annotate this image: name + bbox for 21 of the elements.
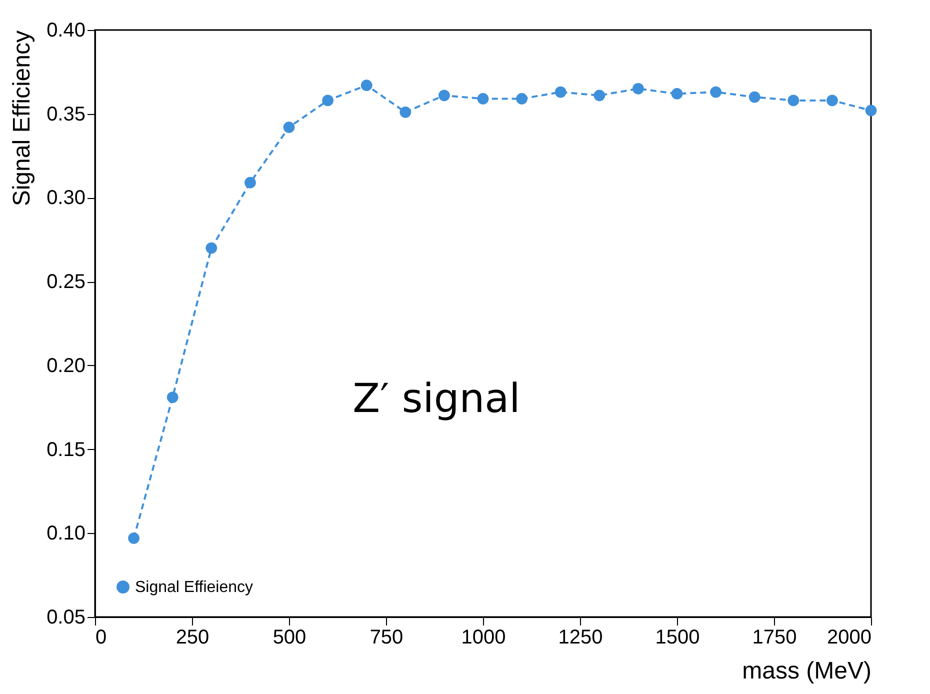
legend-label: Signal Effieiency bbox=[135, 579, 253, 596]
y-tick-label: 0.25 bbox=[46, 271, 86, 294]
x-tick-label: 500 bbox=[272, 626, 306, 648]
y-tick-label: 0.35 bbox=[46, 103, 86, 126]
y-tick-label: 0.10 bbox=[46, 522, 86, 545]
x-tick-label: 1250 bbox=[558, 626, 603, 648]
x-tick-label: 250 bbox=[176, 626, 210, 648]
y-tick-label: 0.30 bbox=[46, 187, 86, 210]
y-axis-title: Signal Efficiency bbox=[8, 30, 36, 206]
x-tick-label: 0 bbox=[96, 626, 107, 648]
x-tick-label: 750 bbox=[370, 626, 404, 648]
y-tick-label: 0.15 bbox=[46, 438, 86, 461]
x-tick-label: 2000 bbox=[827, 626, 872, 648]
y-tick-label: 0.20 bbox=[46, 354, 86, 377]
x-tick-label: 1000 bbox=[461, 626, 506, 648]
x-tick-label: 1750 bbox=[752, 626, 797, 648]
x-tick-label: 1500 bbox=[655, 626, 700, 648]
y-tick-label: 0.40 bbox=[46, 20, 86, 42]
y-tick-label: 0.05 bbox=[46, 606, 86, 628]
annotation: Z′ signal bbox=[352, 376, 520, 422]
x-axis-title: mass (MeV) bbox=[742, 658, 872, 684]
